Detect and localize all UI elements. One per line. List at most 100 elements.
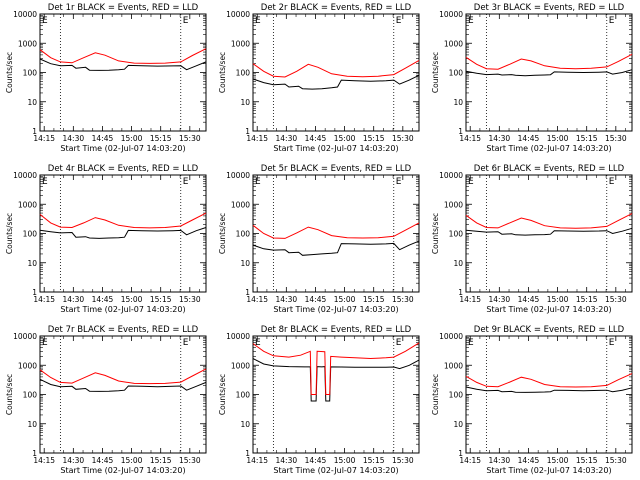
x-tick-label: 15:00: [121, 295, 143, 304]
events-series-line: [465, 69, 633, 77]
panel-title: Det 3r BLACK = Events, RED = LLD: [474, 3, 625, 13]
x-tick-label: 14:45: [305, 456, 327, 465]
events-series-line: [252, 240, 420, 256]
x-tick-label: 14:30: [276, 456, 298, 465]
x-tick-label: 14:45: [518, 456, 540, 465]
x-tick-label: 14:30: [276, 134, 298, 143]
y-tick-label: 1: [32, 288, 37, 297]
lld-series-line: [465, 373, 633, 388]
y-tick-label: 100: [23, 230, 38, 239]
y-tick-label: 10: [27, 420, 37, 429]
y-tick-label: 10000: [439, 171, 463, 180]
x-tick-label: 15:30: [605, 295, 627, 304]
y-tick-label: 10: [27, 98, 37, 107]
events-series-line: [39, 58, 207, 71]
event-marker-right: E: [183, 338, 189, 348]
events-series-line: [465, 227, 633, 236]
event-marker-left: E: [468, 177, 474, 187]
detector-panel: Det 7r BLACK = Events, RED = LLD 1 10 100 10…: [5, 325, 207, 475]
lld-series-line: [39, 212, 207, 229]
panel-title: Det 5r BLACK = Events, RED = LLD: [261, 164, 412, 174]
y-tick-label: 100: [449, 230, 464, 239]
x-tick-label: 15:30: [605, 456, 627, 465]
event-marker-left: E: [255, 177, 261, 187]
x-tick-label: 14:30: [489, 134, 511, 143]
y-tick-label: 10000: [226, 332, 250, 341]
y-tick-label: 100: [236, 230, 251, 239]
x-axis-label: Start Time (02-Jul-07 14:03:20): [60, 305, 185, 314]
x-tick-label: 14:15: [459, 295, 481, 304]
x-tick-label: 15:30: [179, 456, 201, 465]
y-tick-label: 100: [236, 69, 251, 78]
y-tick-label: 1000: [444, 200, 463, 209]
y-axis-label: Counts/sec: [431, 213, 440, 254]
y-tick-label: 1000: [18, 200, 37, 209]
y-tick-label: 1: [32, 127, 37, 136]
x-axis-label: Start Time (02-Jul-07 14:03:20): [486, 466, 611, 475]
y-axis-label: Counts/sec: [218, 52, 227, 93]
events-series-line: [39, 227, 207, 239]
lld-series-line: [465, 53, 633, 70]
y-axis-label: Counts/sec: [5, 52, 14, 93]
event-marker-left: E: [42, 16, 48, 26]
x-tick-label: 15:00: [121, 134, 143, 143]
x-tick-label: 15:00: [121, 456, 143, 465]
x-tick-label: 14:15: [459, 134, 481, 143]
y-tick-label: 1000: [444, 39, 463, 48]
y-axis-label: Counts/sec: [218, 213, 227, 254]
x-tick-label: 14:15: [246, 295, 268, 304]
y-tick-label: 10: [240, 420, 250, 429]
panel-title: Det 8r BLACK = Events, RED = LLD: [261, 325, 412, 335]
y-tick-label: 100: [23, 69, 38, 78]
event-marker-right: E: [609, 16, 615, 26]
x-tick-label: 15:00: [334, 134, 356, 143]
x-axis-label: Start Time (02-Jul-07 14:03:20): [486, 305, 611, 314]
x-tick-label: 14:30: [63, 134, 85, 143]
x-tick-label: 14:15: [33, 295, 55, 304]
x-tick-label: 14:15: [246, 134, 268, 143]
x-tick-label: 14:30: [63, 456, 85, 465]
x-tick-label: 14:30: [489, 456, 511, 465]
y-tick-label: 1: [458, 127, 463, 136]
events-series-line: [39, 378, 207, 392]
x-tick-label: 15:00: [547, 456, 569, 465]
y-tick-label: 1: [458, 288, 463, 297]
event-marker-left: E: [42, 338, 48, 348]
detector-panel: Det 5r BLACK = Events, RED = LLD 1 10 100 10…: [218, 164, 420, 314]
y-tick-label: 1: [458, 449, 463, 458]
x-tick-label: 14:30: [276, 295, 298, 304]
y-tick-label: 10000: [226, 10, 250, 19]
y-tick-label: 100: [449, 391, 464, 400]
x-tick-label: 15:15: [363, 134, 385, 143]
detector-panel: Det 2r BLACK = Events, RED = LLD 1 10 100 10…: [218, 3, 420, 153]
lld-series-line: [252, 59, 420, 78]
x-tick-label: 15:00: [334, 456, 356, 465]
x-tick-label: 14:30: [63, 295, 85, 304]
y-tick-label: 10: [27, 259, 37, 268]
x-tick-label: 15:30: [179, 295, 201, 304]
y-tick-label: 100: [23, 391, 38, 400]
x-axis-label: Start Time (02-Jul-07 14:03:20): [273, 305, 398, 314]
x-tick-label: 14:15: [33, 134, 55, 143]
y-tick-label: 1: [245, 127, 250, 136]
detector-panel: Det 8r BLACK = Events, RED = LLD 1 10 100 10…: [218, 325, 420, 475]
lld-series-line: [252, 222, 420, 239]
x-axis-label: Start Time (02-Jul-07 14:03:20): [273, 144, 398, 153]
lld-series-line: [465, 213, 633, 229]
events-series-line: [252, 74, 420, 90]
x-axis-label: Start Time (02-Jul-07 14:03:20): [486, 144, 611, 153]
events-series-line: [465, 386, 633, 393]
y-tick-label: 1: [32, 449, 37, 458]
x-tick-label: 15:15: [150, 456, 172, 465]
x-tick-label: 14:45: [518, 134, 540, 143]
y-tick-label: 1000: [231, 200, 250, 209]
lld-series-line: [252, 342, 420, 395]
x-tick-label: 14:15: [246, 456, 268, 465]
x-tick-label: 14:45: [305, 295, 327, 304]
y-tick-label: 100: [449, 69, 464, 78]
x-tick-label: 14:30: [489, 295, 511, 304]
y-tick-label: 1000: [231, 39, 250, 48]
x-tick-label: 15:30: [392, 456, 414, 465]
event-marker-left: E: [42, 177, 48, 187]
event-marker-right: E: [396, 177, 402, 187]
